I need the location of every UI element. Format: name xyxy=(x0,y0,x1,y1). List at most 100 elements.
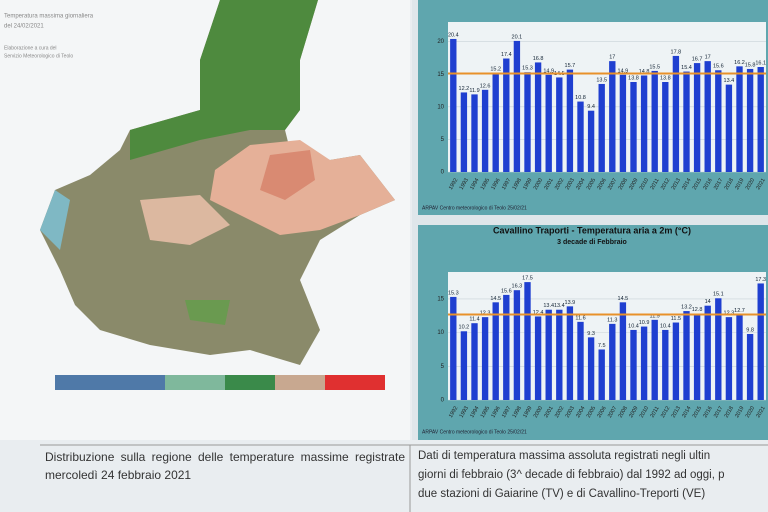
data-label: 17.3 xyxy=(755,277,766,283)
x-tick-label: 2004 xyxy=(575,177,586,191)
caption-right: Dati di temperatura massima assoluta reg… xyxy=(418,450,710,462)
x-tick-label: 2014 xyxy=(681,177,692,191)
y-tick-label: 15 xyxy=(437,72,444,78)
bar xyxy=(693,313,701,400)
y-tick-label: 20 xyxy=(437,39,444,45)
bar xyxy=(736,66,743,172)
bar xyxy=(450,296,457,400)
x-tick-label: 2003 xyxy=(565,405,576,419)
bar xyxy=(524,282,531,400)
scale-segment xyxy=(325,375,385,390)
data-label: 16.3 xyxy=(512,284,523,290)
data-label: 10.8 xyxy=(575,95,586,101)
x-tick-label: 1992 xyxy=(448,177,459,191)
x-tick-label: 2017 xyxy=(713,405,724,419)
data-label: 15.4 xyxy=(681,65,692,71)
x-tick-label: 2015 xyxy=(692,405,703,419)
data-label: 9.3 xyxy=(587,331,595,337)
data-label: 15.5 xyxy=(649,64,660,70)
x-tick-label: 1999 xyxy=(522,177,533,191)
scale-segment xyxy=(55,375,165,390)
y-tick-label: 0 xyxy=(441,398,445,404)
x-tick-label: 2010 xyxy=(639,177,650,191)
bar xyxy=(471,323,478,400)
data-label: 20.1 xyxy=(512,34,523,40)
data-label: 11.4 xyxy=(469,317,479,323)
x-tick-label: 2015 xyxy=(692,177,703,191)
x-tick-label: 2018 xyxy=(724,177,735,191)
data-label: 14.5 xyxy=(490,296,501,302)
x-tick-label: 2012 xyxy=(660,405,671,419)
data-label: 16.1 xyxy=(755,60,766,66)
x-tick-label: 2002 xyxy=(554,405,565,419)
bar xyxy=(598,349,605,400)
bar xyxy=(492,72,499,172)
scale-segment xyxy=(225,375,275,390)
data-label: 12.6 xyxy=(480,83,491,89)
x-tick-label: 2002 xyxy=(554,177,565,191)
x-tick-label: 1993 xyxy=(459,405,470,419)
caption-right: giorni di febbraio (3^ decade di febbrai… xyxy=(418,469,725,481)
bar xyxy=(566,69,574,172)
lake-zone xyxy=(40,190,70,250)
x-tick-label: 2011 xyxy=(650,406,661,419)
data-label: 15.2 xyxy=(490,66,501,72)
x-tick-label: 1992 xyxy=(448,405,459,419)
bar xyxy=(662,82,669,172)
x-tick-label: 2021 xyxy=(755,177,766,191)
data-label: 16.7 xyxy=(692,57,703,63)
data-label: 13.2 xyxy=(681,305,692,311)
x-tick-label: 2008 xyxy=(618,177,629,191)
map-credit: Servizio Meteorologico di Teolo xyxy=(4,53,73,59)
x-tick-label: 2001 xyxy=(543,405,554,419)
data-label: 10.4 xyxy=(628,323,639,329)
x-tick-label: 2006 xyxy=(596,177,607,191)
bar xyxy=(587,337,595,400)
data-label: 17.4 xyxy=(501,52,512,58)
data-label: 10.2 xyxy=(459,325,470,331)
x-tick-label: 1993 xyxy=(459,177,470,191)
x-tick-label: 1994 xyxy=(469,177,480,191)
data-label: 17 xyxy=(609,55,615,61)
y-tick-label: 15 xyxy=(437,297,444,303)
x-tick-label: 1997 xyxy=(501,177,512,191)
data-label: 15.6 xyxy=(713,64,724,70)
bar xyxy=(513,290,521,400)
bar xyxy=(503,294,510,400)
bar xyxy=(545,309,552,400)
data-label: 14.5 xyxy=(618,296,629,302)
data-label: 10.4 xyxy=(660,323,671,329)
bar xyxy=(566,306,574,400)
data-label: 13.8 xyxy=(628,75,639,81)
bar xyxy=(651,319,658,400)
data-label: 17.5 xyxy=(522,276,533,282)
bar xyxy=(630,329,637,400)
caption-box: Distribuzione sulla regione delle temper… xyxy=(45,450,405,482)
x-tick-label: 2013 xyxy=(671,405,682,419)
x-tick-label: 1996 xyxy=(490,177,501,191)
bar xyxy=(672,322,680,400)
x-tick-label: 2000 xyxy=(533,177,544,191)
data-label: 7.5 xyxy=(598,343,606,349)
x-tick-label: 2014 xyxy=(681,405,692,419)
data-label: 14.8 xyxy=(639,69,650,75)
x-tick-label: 2019 xyxy=(734,177,745,191)
data-label: 15.3 xyxy=(448,290,459,296)
bar xyxy=(704,305,711,400)
map-title: Temperatura massima giornaliera xyxy=(4,14,94,20)
x-tick-label: 2018 xyxy=(724,405,735,419)
data-label: 14.9 xyxy=(543,68,554,74)
bar xyxy=(672,55,680,173)
bar xyxy=(693,63,701,172)
bar xyxy=(662,329,669,400)
x-tick-label: 2008 xyxy=(618,405,629,419)
bar xyxy=(640,326,648,400)
x-tick-label: 1994 xyxy=(469,405,480,419)
bar xyxy=(683,311,690,400)
x-tick-label: 2003 xyxy=(565,177,576,191)
data-label: 11.3 xyxy=(607,317,617,323)
bar xyxy=(630,82,637,172)
bar xyxy=(757,283,764,400)
bar xyxy=(757,67,764,172)
